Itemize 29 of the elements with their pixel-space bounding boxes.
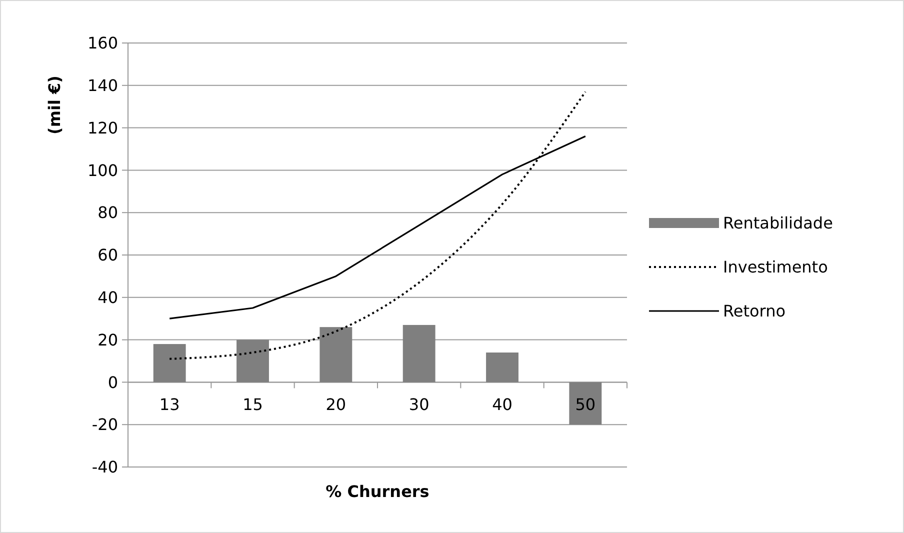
line-series bbox=[168, 90, 586, 360]
x-tick-label: 50 bbox=[575, 395, 596, 414]
legend-label: Investimento bbox=[723, 258, 828, 277]
bar bbox=[320, 327, 352, 382]
legend-label: Rentabilidade bbox=[723, 214, 833, 233]
bar bbox=[569, 382, 602, 425]
bar bbox=[153, 344, 186, 382]
x-tick-label: 20 bbox=[326, 395, 346, 414]
y-tick-label: -20 bbox=[92, 415, 118, 434]
x-axis-title: % Churners bbox=[326, 482, 430, 501]
y-tick-label: 60 bbox=[98, 246, 118, 265]
y-tick-label: 160 bbox=[87, 34, 118, 53]
y-tick-label: 100 bbox=[87, 160, 118, 180]
y-tick-label: -40 bbox=[92, 458, 118, 477]
x-tick-label: 15 bbox=[242, 395, 263, 414]
y-tick-label: 20 bbox=[98, 330, 118, 350]
y-tick-label: 140 bbox=[87, 76, 118, 95]
y-axis-title: (mil €) bbox=[45, 76, 64, 134]
y-tick-label: 40 bbox=[98, 288, 118, 307]
x-tick-label: 30 bbox=[408, 395, 430, 414]
y-tick-label: 0 bbox=[108, 372, 118, 392]
y-tick-label: 80 bbox=[98, 203, 118, 222]
y-tick-label: 120 bbox=[87, 118, 118, 138]
bar bbox=[486, 352, 518, 382]
legend-label: Retorno bbox=[723, 302, 786, 321]
bar bbox=[402, 324, 436, 382]
x-tick-label: 13 bbox=[159, 395, 180, 414]
x-tick-label: 40 bbox=[492, 395, 512, 414]
bar bbox=[236, 340, 269, 382]
